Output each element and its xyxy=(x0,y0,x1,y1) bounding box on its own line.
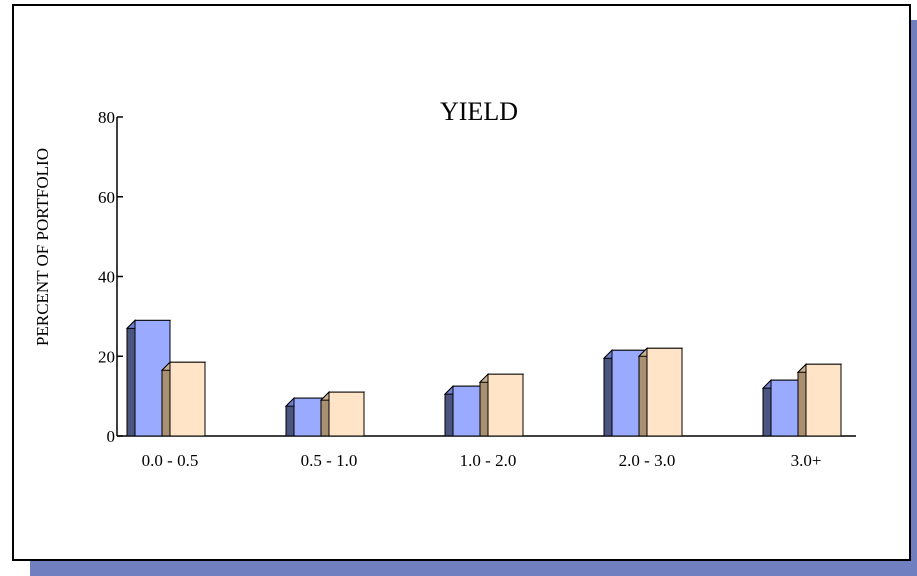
y-tick-label-1: 20 xyxy=(98,347,115,366)
y-tick-label-0: 0 xyxy=(107,427,116,446)
y-tick-label-2: 40 xyxy=(98,268,115,287)
bar-s2-3 xyxy=(646,347,683,437)
y-tick-label-3: 60 xyxy=(98,188,115,207)
bar-s2-4 xyxy=(805,363,842,437)
x-tick-label-1: 0.5 - 1.0 xyxy=(301,451,358,470)
y-tick-label-4: 80 xyxy=(98,108,115,127)
bar-s2-1 xyxy=(328,391,365,437)
bar-side-s1-0 xyxy=(126,319,136,437)
frame-shadow-right xyxy=(911,20,917,576)
bar-side-s2-0 xyxy=(161,361,171,437)
frame-shadow-bottom xyxy=(30,561,917,576)
x-tick-labels: 0.0 - 0.5 0.5 - 1.0 1.0 - 2.0 2.0 - 3.0 3.0+ xyxy=(142,451,822,470)
bar-side-s2-3 xyxy=(638,347,648,437)
x-tick-label-2: 1.0 - 2.0 xyxy=(460,451,517,470)
bar-side-s1-3 xyxy=(603,349,613,437)
bars xyxy=(125,319,843,437)
chart-title: YIELD xyxy=(440,97,518,126)
bar-side-s2-2 xyxy=(479,372,489,437)
x-tick-label-3: 2.0 - 3.0 xyxy=(619,451,676,470)
bar-s2-2 xyxy=(487,373,524,437)
y-ticks: 0 20 40 60 80 xyxy=(98,108,123,446)
y-axis-label: PERCENT OF PORTFOLIO xyxy=(33,148,52,346)
bar-side-s2-4 xyxy=(797,363,807,437)
x-tick-label-0: 0.0 - 0.5 xyxy=(142,451,199,470)
bar-s2-0 xyxy=(169,361,206,437)
chart-frame xyxy=(12,4,911,561)
x-tick-label-4: 3.0+ xyxy=(791,451,822,470)
